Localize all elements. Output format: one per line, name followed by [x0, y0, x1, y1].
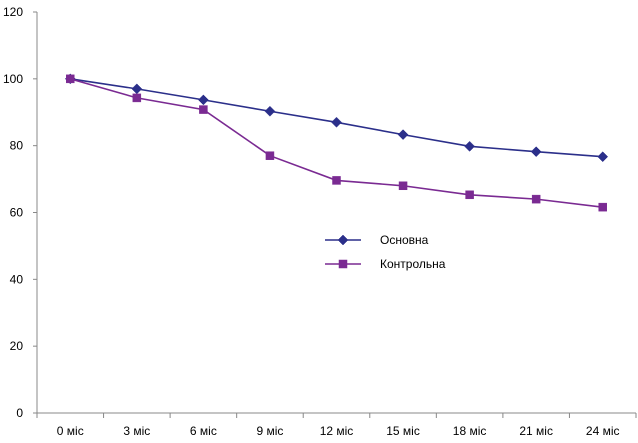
legend-label: Контрольна [380, 257, 446, 271]
y-tick-label: 40 [10, 272, 24, 286]
y-tick-label: 80 [10, 139, 24, 153]
series-line [70, 78, 603, 208]
data-point-diamond [131, 83, 143, 95]
axes [36, 12, 636, 414]
series-layer [64, 73, 609, 212]
x-tick-label: 6 міс [190, 424, 217, 438]
data-point-square [465, 190, 474, 200]
data-point-diamond [397, 129, 409, 140]
legend: Основна Контрольна [325, 233, 446, 271]
legend-label: Основна [380, 233, 429, 247]
series-diamond [64, 73, 609, 163]
data-point-square [338, 259, 348, 269]
y-tick-label: 60 [10, 206, 24, 220]
y-tick-label: 20 [10, 339, 24, 353]
data-point-diamond [331, 116, 342, 128]
data-point-diamond [264, 105, 276, 117]
x-axis-ticks: 0 міс 3 міс 6 міс 9 міс 12 міс 15 міс 18 міс 21… [36, 413, 637, 438]
data-point-diamond [198, 94, 209, 106]
data-point-square [598, 202, 607, 212]
x-tick-label: 21 міс [519, 424, 553, 438]
x-tick-label: 9 міс [256, 424, 283, 438]
x-tick-label: 18 міс [453, 424, 487, 438]
data-point-square [199, 105, 208, 114]
data-point-square [398, 181, 408, 191]
data-point-diamond [337, 234, 349, 246]
x-tick-label: 3 міс [123, 424, 150, 438]
legend-item: Основна [325, 233, 429, 247]
y-tick-label: 0 [16, 406, 23, 420]
legend-item: Контрольна [325, 257, 446, 271]
x-tick-label: 15 міс [386, 424, 420, 438]
y-tick-label: 120 [3, 5, 23, 19]
series-square [66, 74, 607, 212]
data-point-square [332, 176, 341, 185]
y-tick-label: 100 [3, 72, 23, 86]
data-point-square [132, 93, 142, 103]
y-axis-ticks: 0 20 40 60 80 100 120 [3, 5, 37, 420]
data-point-square [531, 194, 541, 204]
x-tick-label: 24 міс [586, 424, 620, 438]
x-tick-label: 0 міс [57, 424, 84, 438]
data-point-diamond [464, 140, 475, 152]
data-point-diamond [530, 146, 542, 158]
data-point-diamond [597, 151, 609, 163]
x-tick-label: 12 міс [320, 424, 354, 438]
data-point-square [66, 74, 75, 84]
data-point-square [265, 151, 275, 160]
